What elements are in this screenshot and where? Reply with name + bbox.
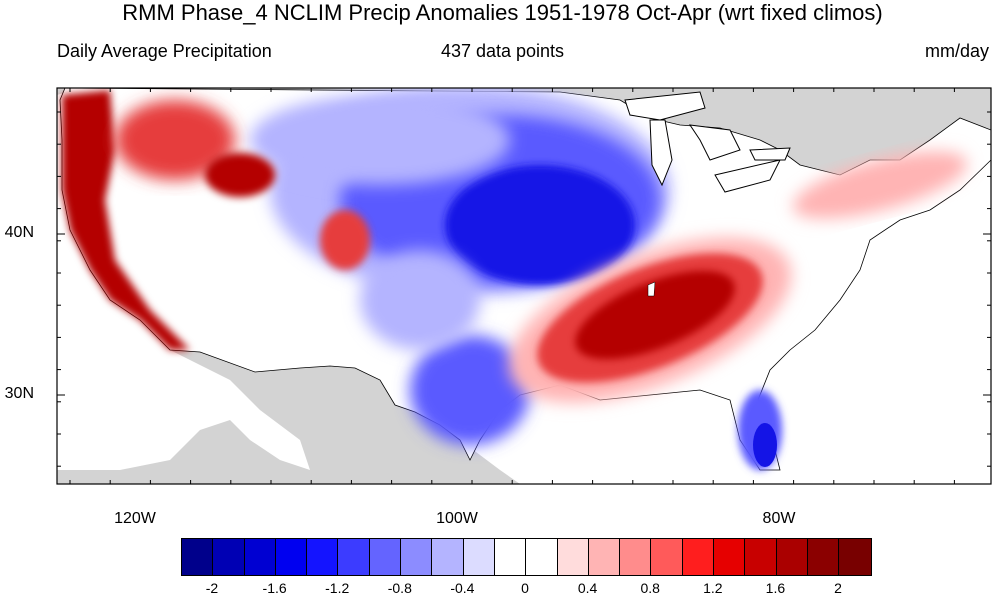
colorbar-tick-label: 0.4	[577, 580, 598, 596]
colorbar-swatch	[275, 539, 308, 575]
anomaly-field	[62, 88, 968, 470]
colorbar-swatch	[244, 539, 276, 575]
lat-label-40n: 40N	[4, 224, 34, 241]
colorbar-tick-label: 2	[834, 580, 842, 596]
colorbar-swatch	[620, 539, 652, 575]
colorbar-tick-label: -1.6	[262, 580, 287, 596]
lon-label-100w: 100W	[436, 510, 478, 527]
colorbar-swatch	[682, 539, 715, 575]
great-lakes	[624, 91, 791, 193]
map-title: RMM Phase_4 NCLIM Precip Anomalies 1951-…	[122, 0, 883, 25]
colorbar-tick-label: -0.8	[387, 580, 412, 596]
colorbar-swatch	[182, 539, 214, 575]
plot-frame	[56, 87, 992, 485]
colorbar-swatch	[776, 539, 808, 575]
colorbar	[181, 538, 872, 576]
colorbar-swatch	[213, 539, 245, 575]
colorbar-tick-label: -0.4	[450, 580, 475, 596]
colorbar-swatch	[338, 539, 370, 575]
colorbar-tick-label: -2	[205, 580, 219, 596]
subtitle-data-points: 437 data points	[440, 41, 565, 61]
colorbar-swatch	[494, 539, 527, 575]
colorbar-swatch	[839, 539, 871, 575]
lon-label-80w: 80W	[762, 510, 796, 527]
mexico-land	[57, 350, 520, 484]
colorbar-swatch	[588, 539, 621, 575]
colorbar-tick-label: -1.2	[325, 580, 350, 596]
colorbar-swatch	[557, 539, 589, 575]
colorbar-swatch	[401, 539, 433, 575]
subtitle-units: mm/day	[924, 41, 989, 61]
colorbar-swatch	[745, 539, 777, 575]
colorbar-swatch	[307, 539, 339, 575]
colorbar-tick-label: 1.6	[765, 580, 786, 596]
colorbar-swatch	[369, 539, 402, 575]
lat-label-30n: 30N	[4, 385, 34, 402]
colorbar-swatch	[651, 539, 683, 575]
canada-land	[57, 88, 991, 175]
reservoir-outline	[647, 281, 656, 297]
lon-label-120w: 120W	[114, 510, 156, 527]
colorbar-swatch	[463, 539, 495, 575]
colorbar-tick-label: 0.8	[640, 580, 660, 596]
colorbar-swatch	[714, 539, 746, 575]
colorbar-swatch	[432, 539, 464, 575]
colorbar-swatch	[526, 539, 558, 575]
axis-ticks	[57, 88, 991, 484]
colorbar-swatch	[807, 539, 840, 575]
subtitle-variable: Daily Average Precipitation	[57, 41, 272, 61]
colorbar-tick-label: 0	[521, 580, 529, 596]
colorbar-tick-label: 1.2	[703, 580, 723, 596]
